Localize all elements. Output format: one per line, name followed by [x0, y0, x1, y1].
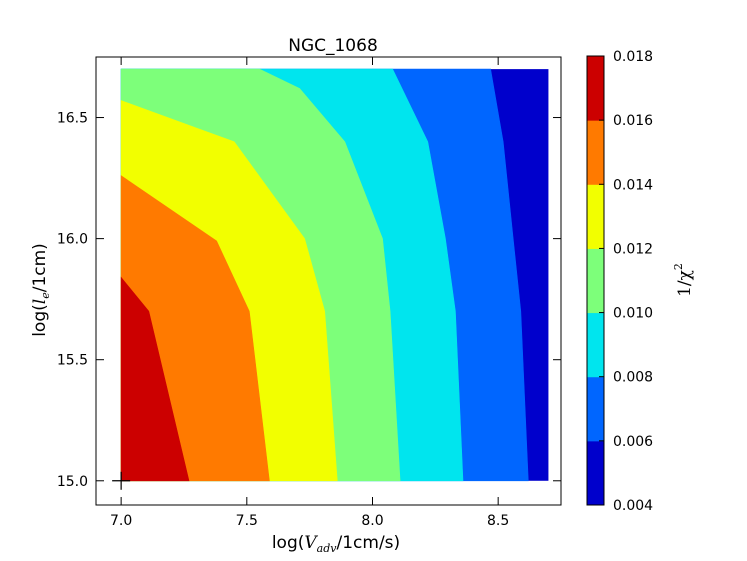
colorbar-segment — [587, 184, 604, 249]
colorbar: 0.004 0.006 0.008 0.010 0.012 0.014 0.016 0.018 — [586, 49, 653, 514]
y-axis: 15.0 15.5 16.0 16.5 — [57, 111, 561, 490]
colorbar-title-sup: 2 — [672, 263, 685, 270]
x-axis-title-suffix: /1cm/s) — [337, 533, 401, 553]
x-axis-title-sub: adv — [317, 542, 338, 555]
x-tick-label: 7.5 — [236, 513, 258, 529]
colorbar-segment — [587, 248, 604, 314]
colorbar-tick-label: 0.012 — [613, 241, 653, 257]
chart-title: NGC_1068 — [288, 36, 378, 56]
colorbar-segment — [587, 120, 604, 185]
marker-plus — [112, 471, 131, 490]
y-tick-label: 16.0 — [57, 232, 88, 248]
x-tick-label: 8.0 — [361, 513, 383, 529]
y-axis-title-prefix: log( — [30, 304, 50, 337]
colorbar-segment — [587, 376, 604, 442]
colorbar-segment — [587, 312, 604, 378]
colorbar-tick-label: 0.014 — [613, 177, 653, 193]
colorbar-segment — [587, 440, 604, 506]
colorbar-tick-label: 0.016 — [613, 113, 653, 129]
y-tick-label: 16.5 — [57, 111, 88, 127]
colorbar-tick-label: 0.004 — [613, 498, 653, 514]
colorbar-tick-label: 0.018 — [613, 49, 653, 65]
y-tick-label: 15.5 — [57, 353, 88, 369]
x-tick-label: 7.0 — [110, 513, 132, 529]
colorbar-title-base: 1/χ — [675, 270, 695, 297]
contour-band-6 — [120, 276, 190, 482]
colorbar-tick-label: 0.010 — [613, 306, 653, 322]
y-axis-title: log(le/1cm) — [30, 243, 52, 337]
plot-frame — [95, 56, 562, 506]
colorbar-tick-label: 0.008 — [613, 370, 653, 386]
x-axis-title-prefix: log( — [272, 533, 305, 553]
y-axis-title-sub: e — [39, 292, 52, 299]
y-tick-label: 15.0 — [57, 474, 88, 490]
plot-area — [95, 56, 562, 506]
colorbar-tick-label: 0.006 — [613, 434, 653, 450]
colorbar-title: 1/χ2 — [672, 263, 695, 297]
title-group: NGC_1068 — [288, 36, 378, 56]
x-tick-label: 8.5 — [487, 513, 509, 529]
colorbar-segment — [587, 56, 604, 121]
x-axis: 7.0 7.5 8.0 8.5 — [110, 57, 509, 529]
x-axis-title: log(Vadv/1cm/s) — [272, 533, 400, 555]
y-axis-title-var: l — [30, 299, 50, 304]
colorbar-frame — [586, 55, 605, 506]
x-axis-title-var: V — [304, 533, 318, 553]
y-axis-title-suffix: /1cm) — [30, 243, 50, 292]
